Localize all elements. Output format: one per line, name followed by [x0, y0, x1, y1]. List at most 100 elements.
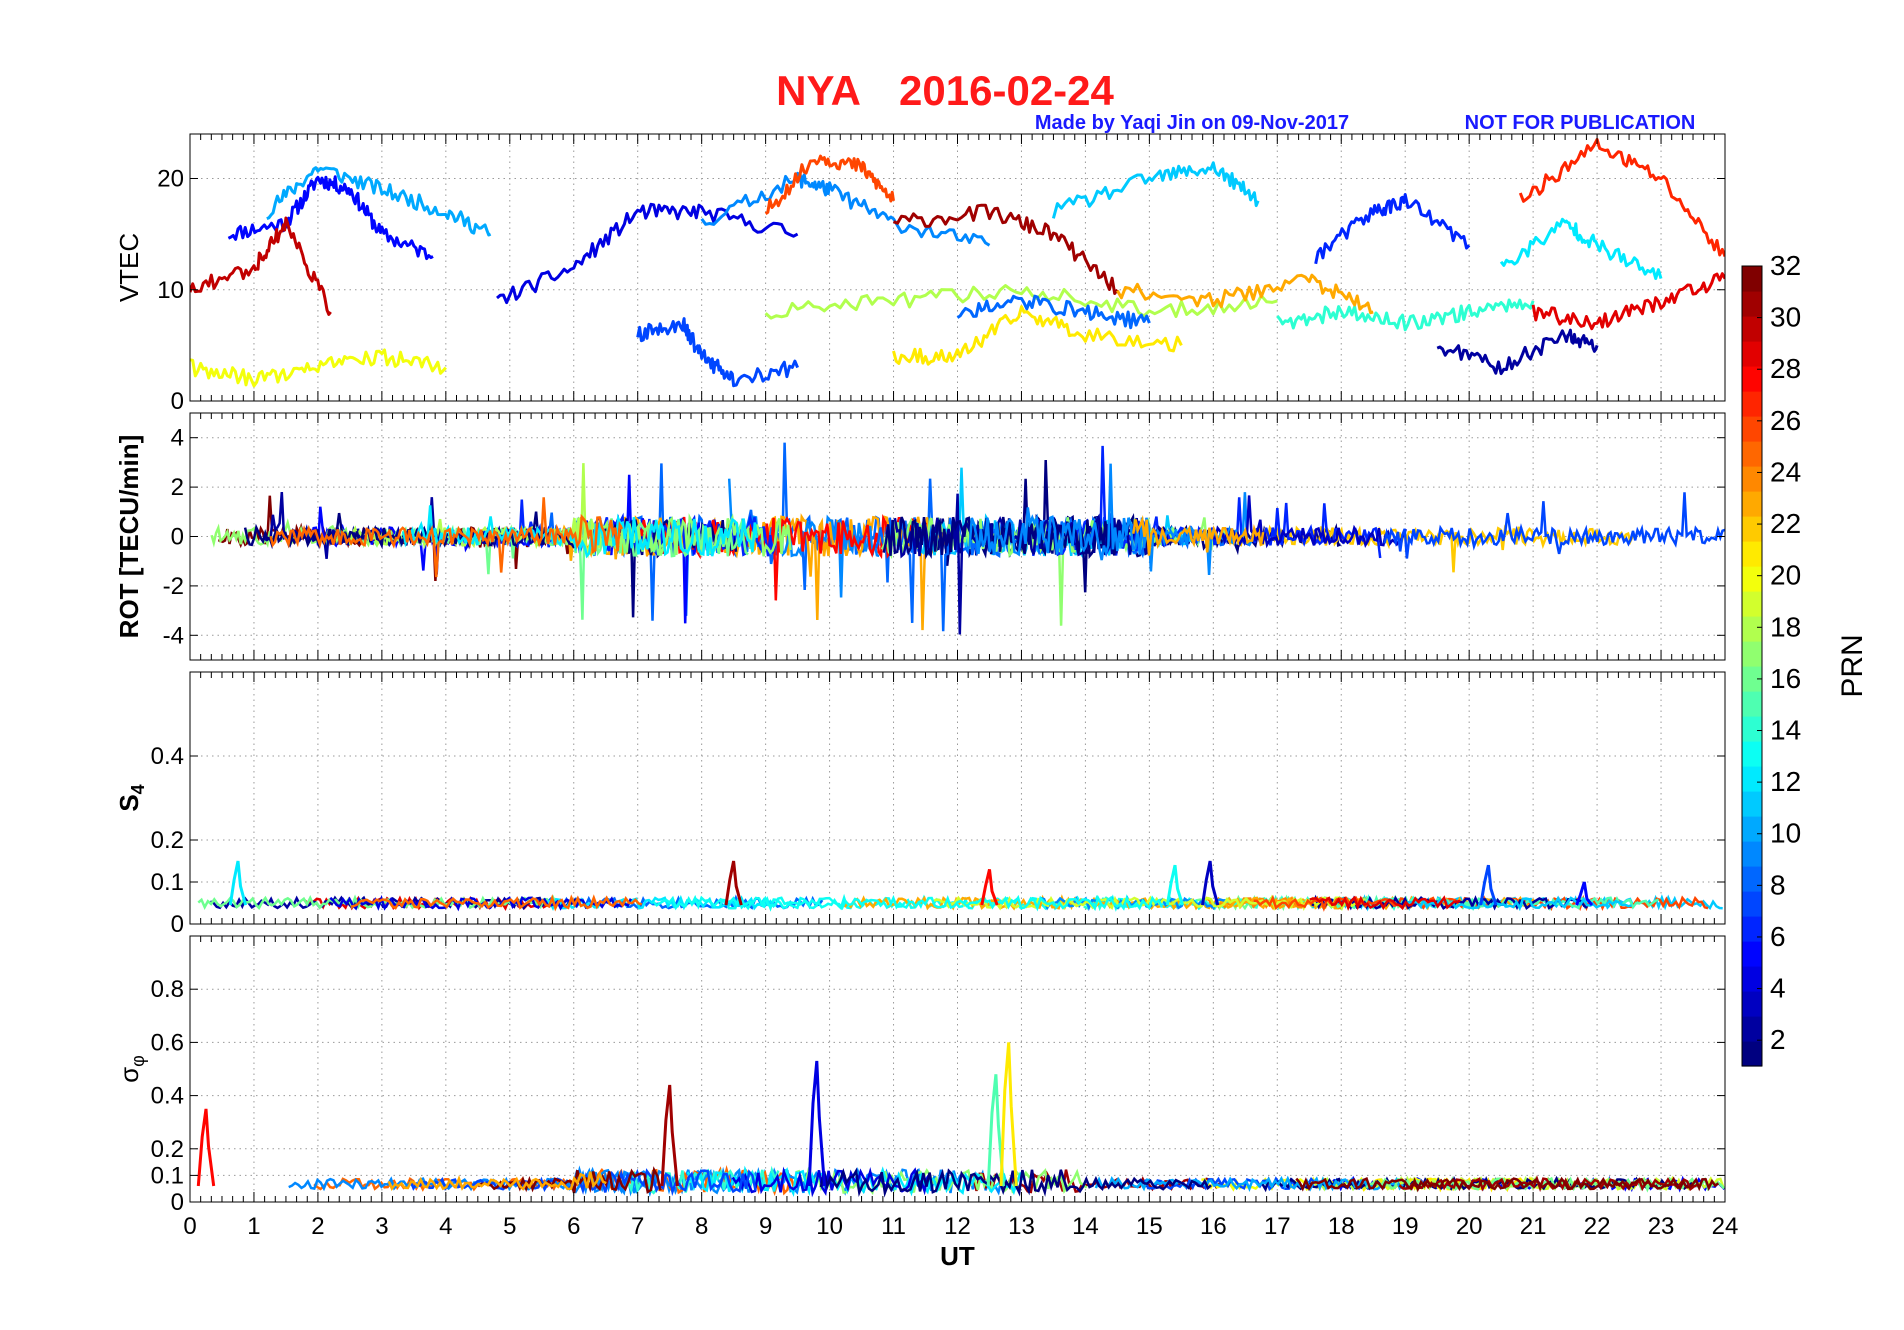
- rot-series-prn-2: [262, 492, 552, 559]
- colorbar-segment: [1742, 266, 1762, 292]
- y-tick-label: 0: [171, 524, 184, 551]
- colorbar-segment: [1742, 316, 1762, 342]
- x-tick-label: 18: [1328, 1213, 1355, 1240]
- rot-series-prn-23: [1132, 515, 1265, 556]
- colorbar-segment: [1742, 641, 1762, 667]
- colorbar-frame: [1741, 265, 1763, 1067]
- rot-series-prn-2: [893, 493, 1170, 635]
- colorbar-tick-label: 10: [1770, 818, 1801, 849]
- peak-prn-3: [1201, 860, 1220, 906]
- x-tick-label: 19: [1392, 1213, 1419, 1240]
- y-tick-label: 0.2: [151, 1136, 184, 1163]
- grid: [190, 134, 1725, 401]
- sigma-series-prn-32: [1295, 1176, 1720, 1193]
- s4-series-prn-29: [1309, 895, 1461, 912]
- vtec-series-prn-21: [892, 305, 1183, 366]
- colorbar-segment: [1742, 966, 1762, 992]
- x-minor-ticks: [189, 134, 1726, 401]
- x-minor-ticks: [189, 672, 1726, 924]
- vtec-series-prn-30: [190, 216, 332, 316]
- x-tick-label: 14: [1072, 1213, 1099, 1240]
- colorbar-segment: [1742, 541, 1762, 567]
- s4-series-prn-13: [718, 893, 1204, 912]
- sigma-series-prn-4: [731, 1166, 932, 1198]
- colorbar-segment: [1742, 816, 1762, 842]
- y-axis-label-sub: φ: [128, 1055, 148, 1067]
- y-axis-label: VTEC: [114, 233, 144, 302]
- y-tick-label: -4: [163, 622, 184, 649]
- sigma-series-prn-23: [387, 1170, 607, 1192]
- y-tick-label: 4: [171, 425, 184, 452]
- colorbar-segment: [1742, 866, 1762, 892]
- peak-prn-4: [807, 1060, 826, 1187]
- colorbar-segment: [1742, 691, 1762, 717]
- credit-text: Made by Yaqi Jin on 09-Nov-2017: [1035, 112, 1349, 134]
- colorbar-tick-label: 32: [1770, 250, 1801, 281]
- peak-prn-5: [1575, 881, 1594, 907]
- vtec-series-prn-7: [636, 317, 799, 388]
- peak-prn-7: [1479, 864, 1498, 906]
- y-tick-label: 0.1: [151, 869, 184, 896]
- vtec-series-prn-18: [764, 284, 1278, 320]
- x-tick-label: 15: [1136, 1213, 1163, 1240]
- y-tick-label: 0.2: [151, 827, 184, 854]
- y-tick-label: 0.6: [151, 1029, 184, 1056]
- colorbar-segment: [1742, 1016, 1762, 1042]
- y-tick-label: 0.8: [151, 976, 184, 1003]
- y-tick-label: 0: [171, 911, 184, 938]
- colorbar-tick-label: 14: [1770, 715, 1801, 746]
- y-tick-label: 2: [171, 474, 184, 501]
- colorbar-tick-label: 8: [1770, 869, 1786, 900]
- rot-series-prn-3: [1213, 495, 1407, 549]
- colorbar-segment: [1742, 666, 1762, 692]
- peak-prn-31: [724, 860, 743, 906]
- x-axis-label: UT: [940, 1241, 975, 1271]
- colorbar-segment: [1742, 416, 1762, 442]
- vtec-series-prn-8: [956, 294, 1151, 330]
- y-tick-label: 20: [157, 166, 184, 193]
- vtec-series-prn-23: [1116, 273, 1374, 315]
- y-axis-label: S4: [114, 784, 148, 811]
- vtec-series-prn-31: [892, 203, 1119, 295]
- rot-series-prn-25: [269, 497, 624, 578]
- vtec-series-prn-9: [700, 171, 991, 247]
- colorbar-segment: [1742, 566, 1762, 592]
- y-tick-label: 0: [171, 1189, 184, 1216]
- vtec-series-prn-26: [764, 154, 895, 215]
- x-tick-label: 3: [375, 1213, 388, 1240]
- colorbar-segment: [1742, 366, 1762, 392]
- s4-series-prn-25: [350, 894, 643, 912]
- peak-prn-13: [1165, 864, 1185, 906]
- peak-prn-12: [228, 860, 248, 906]
- colorbar-tick-label: 28: [1770, 353, 1801, 384]
- y-tick-label: 10: [157, 277, 184, 304]
- y-axis-label: σφ: [114, 1055, 148, 1083]
- colorbar-tick-label: 24: [1770, 456, 1801, 487]
- series-group: [210, 442, 1725, 635]
- colorbar-tick-label: 22: [1770, 508, 1801, 539]
- y-tick-label: 0.1: [151, 1162, 184, 1189]
- colorbar-segment: [1742, 1041, 1762, 1067]
- colorbar-segment: [1742, 616, 1762, 642]
- y-axis-label-sub: 4: [128, 784, 148, 794]
- x-tick-label: 8: [695, 1213, 708, 1240]
- grid: [190, 936, 1725, 1202]
- x-tick-label: 16: [1200, 1213, 1227, 1240]
- panel-vtec: 0 10 20 VTEC: [114, 133, 1726, 415]
- notice-text: NOT FOR PUBLICATION: [1465, 112, 1696, 134]
- y-tick-label: 0.4: [151, 1083, 184, 1110]
- colorbar-segment: [1742, 791, 1762, 817]
- sigma-series-prn-7: [409, 1168, 757, 1197]
- x-tick-label: 17: [1264, 1213, 1291, 1240]
- colorbar-segment: [1742, 766, 1762, 792]
- x-tick-label: 13: [1008, 1213, 1035, 1240]
- vtec-series-prn-2: [1436, 328, 1599, 376]
- x-tick-label: 5: [503, 1213, 516, 1240]
- figure-title: NYA 2016-02-24: [776, 67, 1114, 114]
- vtec-series-prn-5: [227, 175, 434, 261]
- colorbar-segment: [1742, 291, 1762, 317]
- colorbar-segment: [1742, 516, 1762, 542]
